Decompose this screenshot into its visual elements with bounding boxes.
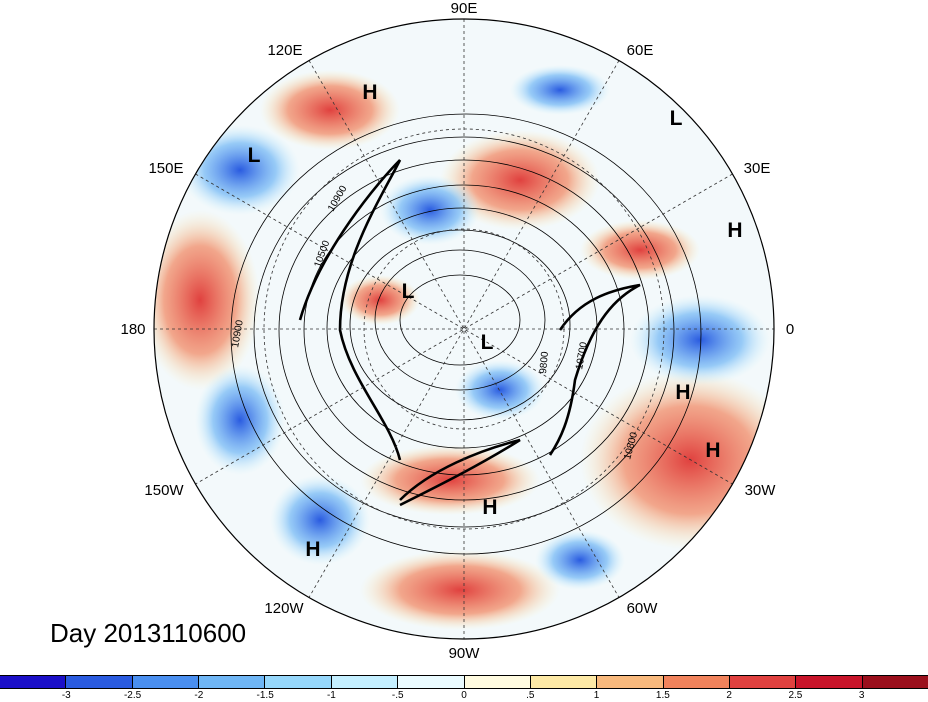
lon-label: 30W xyxy=(745,482,777,499)
contour-label: 10900 xyxy=(230,319,246,349)
colorbar-tick-label: 2.5 xyxy=(788,690,803,701)
colorbar-ticks: -3 -2.5 -2 -1.5 -1 -.5 0 .5 1 1.5 2 2.5 3 xyxy=(0,690,928,702)
colorbar-tick-label: 1.5 xyxy=(655,690,670,701)
colorbar-segment xyxy=(464,676,531,688)
date-title: Day 2013110600 xyxy=(50,618,247,648)
lon-label: 60W xyxy=(627,600,659,617)
lon-label: 0 xyxy=(786,321,794,338)
colorbar xyxy=(0,675,928,689)
colorbar-segment xyxy=(0,676,67,688)
pressure-center-marker: L xyxy=(670,107,683,130)
pressure-centers: H L L H L L H H H H xyxy=(248,81,743,561)
colorbar-segment xyxy=(796,676,863,688)
colorbar-tick-label: .5 xyxy=(526,690,535,701)
colorbar-segment xyxy=(530,676,598,688)
lon-label: 120W xyxy=(264,600,304,617)
pressure-center-marker: L xyxy=(481,331,494,354)
contour-label: 10700 xyxy=(574,341,590,371)
lon-label: 30E xyxy=(744,160,771,177)
graticule xyxy=(154,19,774,639)
lon-label: 90W xyxy=(449,645,481,662)
colorbar-segment xyxy=(862,676,928,688)
pressure-center-marker: L xyxy=(248,144,261,167)
longitude-labels: 90E 60E 30E 0 30W 60W 90W 120W 150W 180 … xyxy=(120,0,794,662)
colorbar-segment xyxy=(597,676,664,688)
colorbar-tick-label: -1 xyxy=(326,690,336,701)
colorbar-segment xyxy=(663,676,730,688)
lon-label: 180 xyxy=(120,321,145,338)
lon-label: 90E xyxy=(451,0,478,17)
lon-label: 120E xyxy=(267,42,302,59)
colorbar-tick-label: 2 xyxy=(726,690,732,701)
pressure-center-marker: H xyxy=(727,219,742,242)
contour-label: 9800 xyxy=(538,351,551,375)
colorbar-tick-label: 3 xyxy=(858,690,865,701)
pressure-center-marker: H xyxy=(675,381,690,404)
colorbar-tick-label: -2 xyxy=(194,690,204,701)
colorbar-segment xyxy=(66,676,133,688)
colorbar-segment xyxy=(729,676,797,688)
pressure-center-marker: H xyxy=(362,81,377,104)
lon-label: 60E xyxy=(627,42,654,59)
colorbar-tick-label: -3 xyxy=(61,690,71,701)
map-boundary xyxy=(153,18,775,640)
lon-label: 150E xyxy=(148,160,183,177)
colorbar-tick-label: -1.5 xyxy=(256,690,274,701)
colorbar-segment xyxy=(331,676,399,688)
lon-label: 150W xyxy=(144,482,184,499)
height-contours xyxy=(230,113,702,555)
colorbar-tick-label: -2.5 xyxy=(123,690,142,701)
colorbar-segment xyxy=(199,676,266,688)
pressure-center-marker: H xyxy=(705,439,720,462)
colorbar-tick-label: -.5 xyxy=(391,690,404,701)
colorbar-segment xyxy=(132,676,200,688)
pressure-center-marker: L xyxy=(402,280,415,303)
pressure-center-marker: H xyxy=(482,496,497,519)
colorbar-tick-label: 0 xyxy=(461,690,467,701)
colorbar-segment xyxy=(398,676,465,688)
anomaly-field xyxy=(154,19,774,639)
polar-stereographic-map: 90E 60E 30E 0 30W 60W 90W 120W 150W 180 … xyxy=(120,0,794,662)
pressure-center-marker: H xyxy=(305,538,320,561)
colorbar-tick-label: 1 xyxy=(593,690,600,701)
colorbar-segment xyxy=(265,676,332,688)
